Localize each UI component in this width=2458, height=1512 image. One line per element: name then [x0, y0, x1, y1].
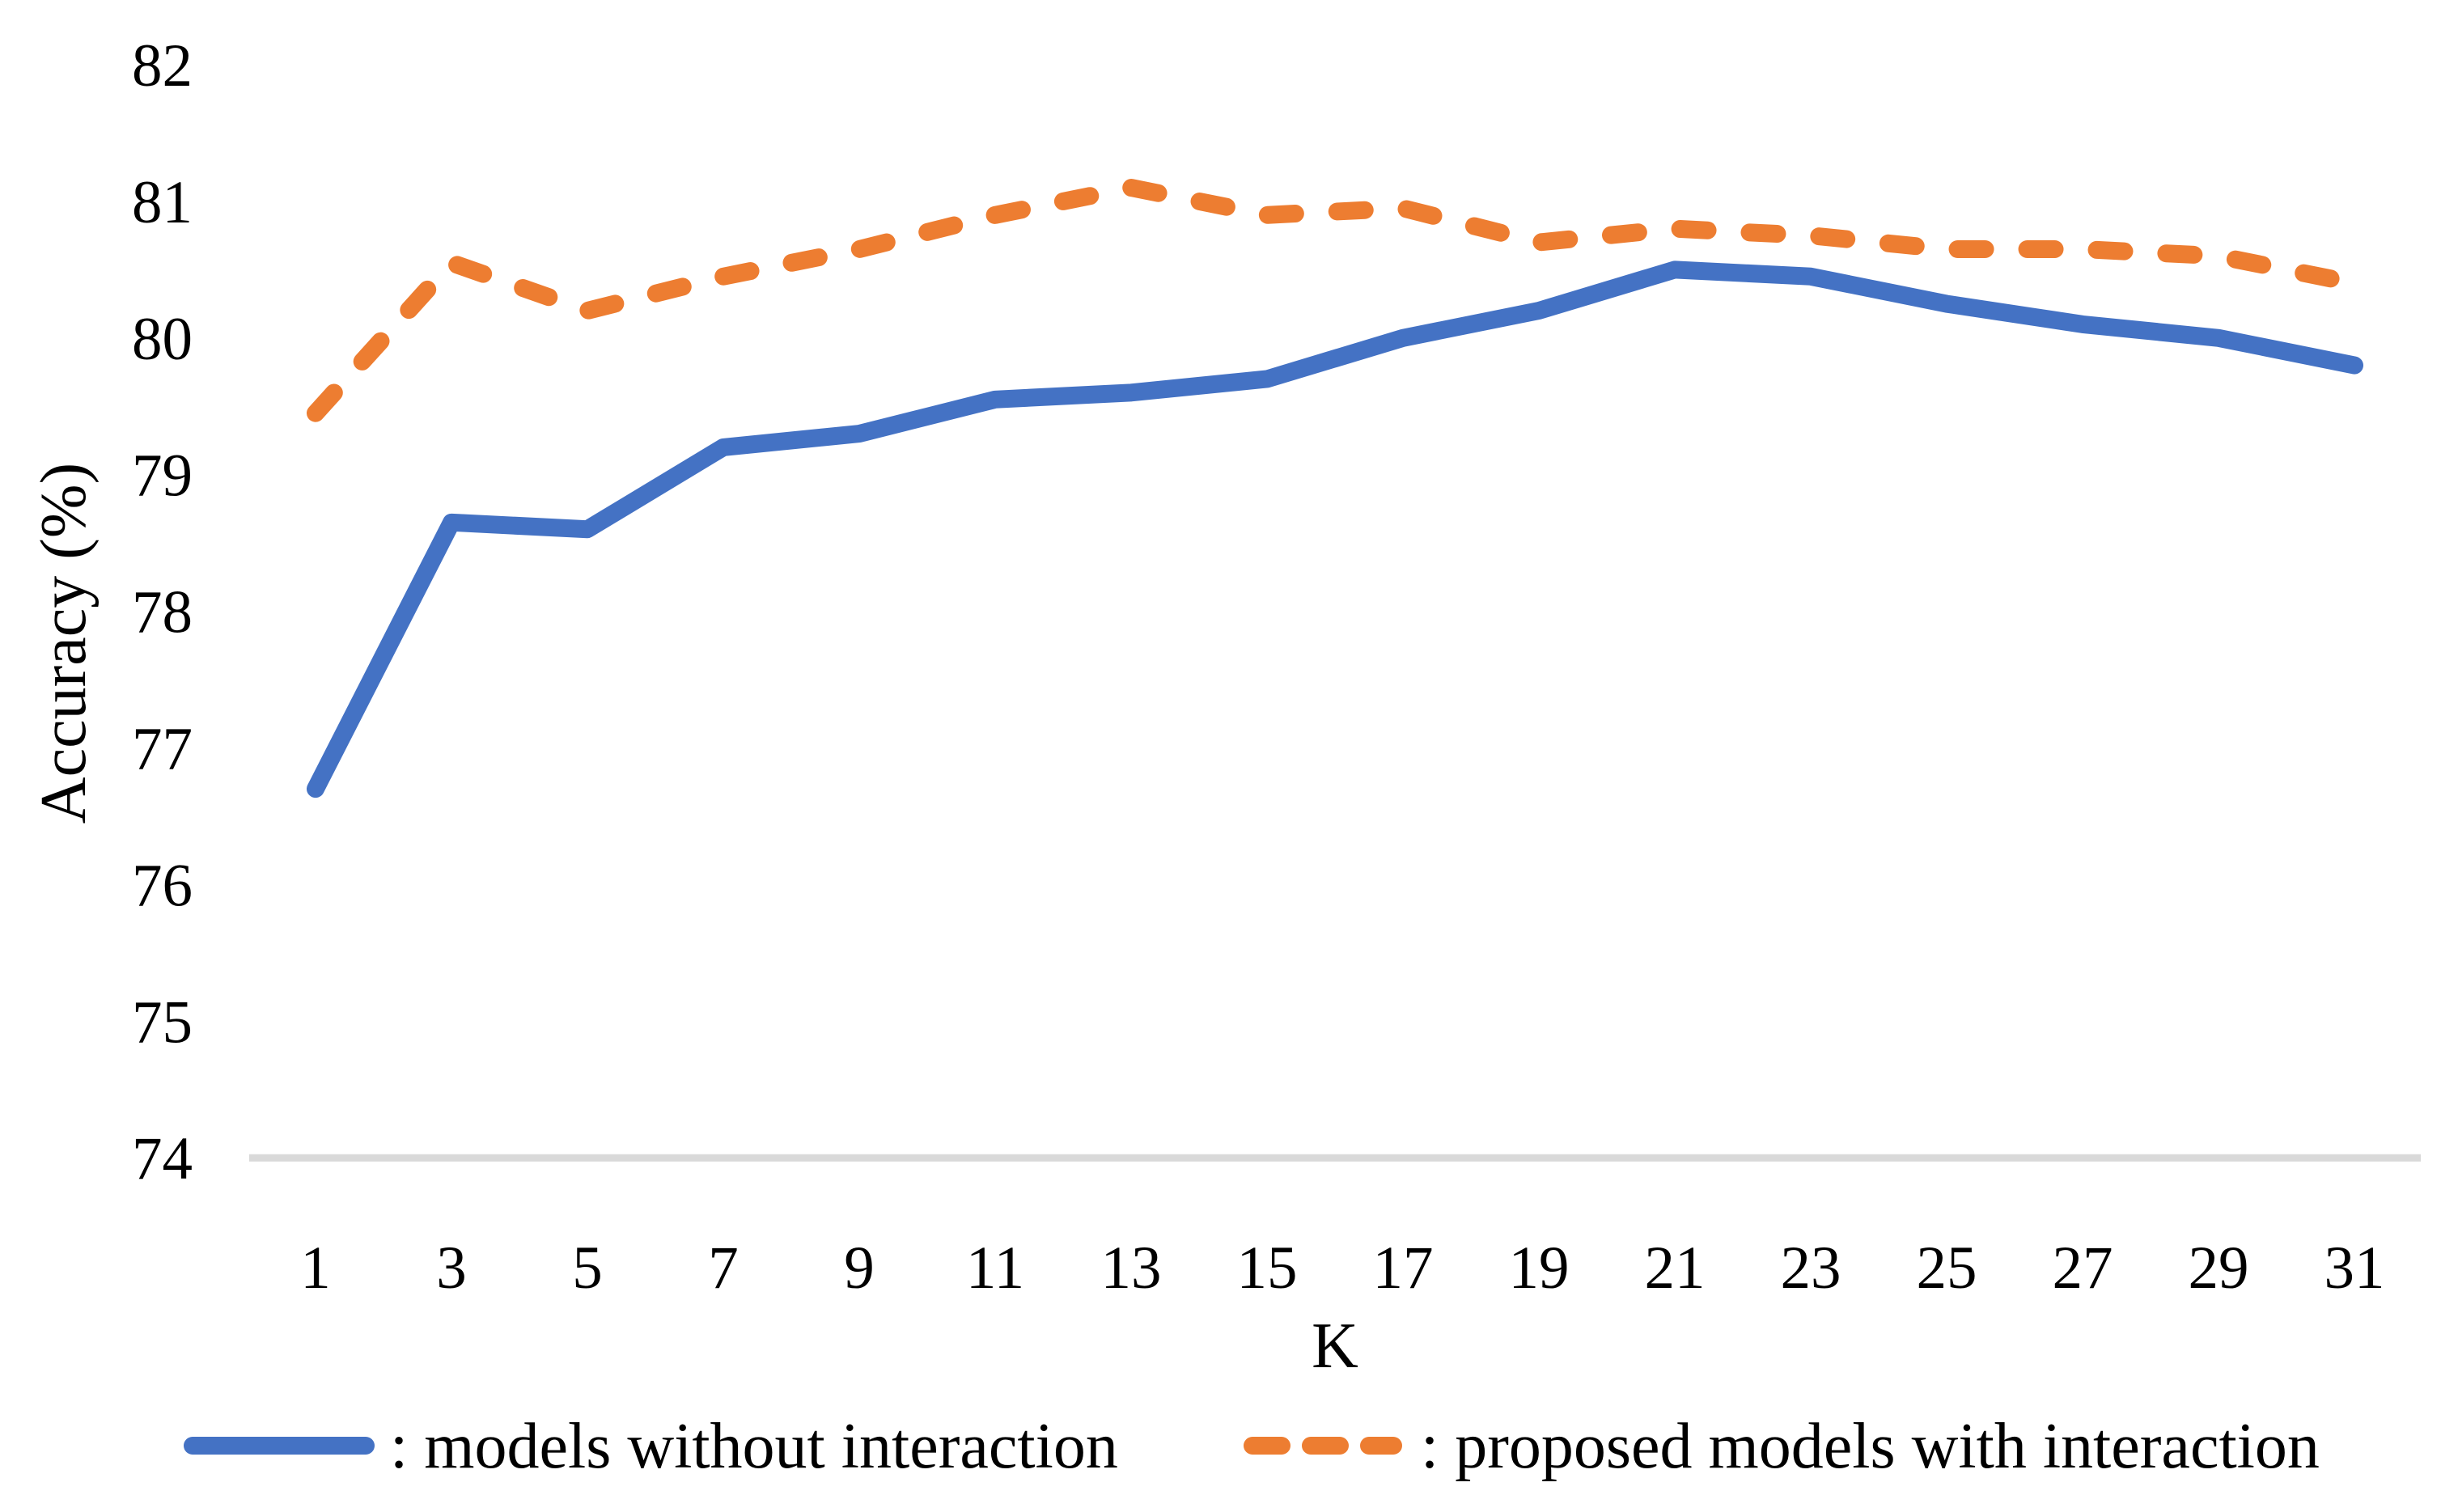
x-tick-label-25: 25: [1917, 1235, 1977, 1302]
x-tick-label-3: 3: [436, 1235, 467, 1302]
x-tick-label-17: 17: [1373, 1235, 1434, 1302]
x-axis-title: K: [1312, 1311, 1358, 1382]
y-tick-label-79: 79: [132, 443, 193, 510]
x-tick-label-23: 23: [1781, 1235, 1841, 1302]
legend-label-proposed-models-with-interaction: : proposed models with interaction: [1421, 1411, 2320, 1482]
x-tick-label-15: 15: [1237, 1235, 1298, 1302]
x-tick-label-7: 7: [708, 1235, 739, 1302]
x-tick-label-1: 1: [300, 1235, 331, 1302]
series-line-proposed-models-with-interaction: [307, 179, 2363, 422]
y-axis-tick-labels: 82 81 80 79 78 77 76 75 74: [132, 32, 193, 1192]
x-tick-label-27: 27: [2053, 1235, 2113, 1302]
legend-item-proposed-models-with-interaction: : proposed models with interaction: [1244, 1411, 2320, 1482]
x-tick-label-31: 31: [2325, 1235, 2385, 1302]
x-tick-label-19: 19: [1509, 1235, 1570, 1302]
series-line-models-without-interaction: [307, 260, 2363, 798]
series-lines-group: [307, 179, 2363, 798]
y-tick-label-80: 80: [132, 306, 193, 373]
y-tick-label-76: 76: [132, 852, 193, 919]
y-tick-label-81: 81: [132, 169, 193, 236]
x-tick-label-9: 9: [844, 1235, 875, 1302]
x-tick-label-21: 21: [1645, 1235, 1706, 1302]
x-tick-label-5: 5: [572, 1235, 603, 1302]
y-tick-label-75: 75: [132, 989, 193, 1056]
y-tick-label-77: 77: [132, 716, 193, 783]
y-tick-label-82: 82: [132, 32, 193, 100]
x-tick-label-11: 11: [966, 1235, 1024, 1302]
x-tick-label-29: 29: [2189, 1235, 2249, 1302]
legend-label-models-without-interaction: : models without interaction: [390, 1411, 1118, 1482]
y-tick-label-78: 78: [132, 579, 193, 646]
y-tick-label-74: 74: [132, 1125, 193, 1192]
y-axis-title: Accuracy (%): [28, 463, 100, 824]
legend: : models without interaction : proposed …: [184, 1411, 2320, 1482]
x-tick-label-13: 13: [1101, 1235, 1162, 1302]
x-axis-tick-labels: 1 3 5 7 9 11 13 15 17 19 21 23 25 27 29 31: [300, 1235, 2384, 1302]
legend-item-models-without-interaction: : models without interaction: [184, 1411, 1118, 1482]
